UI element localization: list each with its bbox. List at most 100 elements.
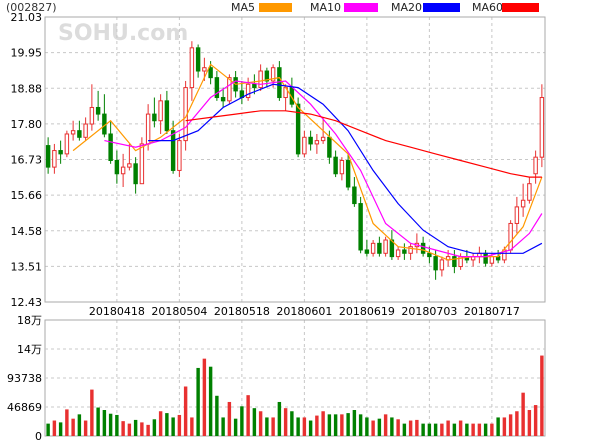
volume-bar-up <box>540 355 544 436</box>
price-tick-label: 21.03 <box>11 11 43 24</box>
ma-line-ma60 <box>185 110 542 178</box>
candle-down <box>358 203 363 251</box>
candle-up <box>245 83 251 99</box>
volume-bar-up <box>440 423 444 436</box>
ma-line-ma10 <box>104 80 543 258</box>
volume-tick-label: 0 <box>35 430 42 440</box>
candle-up <box>227 77 232 102</box>
price-tick-label: 13.51 <box>11 260 43 273</box>
ma-line-ma20 <box>148 83 543 254</box>
candle-up <box>383 239 388 254</box>
candle-up <box>202 67 207 72</box>
candle-down <box>58 150 63 155</box>
volume-bar-up <box>490 423 494 436</box>
candle-down <box>195 47 201 72</box>
volume-bar-down <box>265 417 269 436</box>
volume-bar-down <box>252 408 257 436</box>
volume-bar-up <box>227 401 232 436</box>
candle-up <box>177 140 182 171</box>
price-tick-label: 17.80 <box>11 118 43 131</box>
volume-bar-up <box>158 411 163 436</box>
candle-up <box>64 133 70 155</box>
candle-down <box>214 77 220 99</box>
date-tick-label: 20180504 <box>151 305 207 318</box>
price-tick-label: 14.58 <box>11 225 43 238</box>
volume-bar-down <box>171 417 175 436</box>
candle-up <box>83 123 88 138</box>
volume-bar-up <box>65 409 69 436</box>
volume-bar-up <box>458 420 463 436</box>
price-tick-label: 15.66 <box>11 189 43 202</box>
candle-down <box>264 70 270 82</box>
candle-up <box>120 166 126 175</box>
candle-up <box>158 100 163 122</box>
date-tick-label: 20180703 <box>401 305 457 318</box>
legend-ma60-swatch <box>502 3 539 12</box>
candle-up <box>302 136 307 155</box>
candle-down <box>164 100 170 132</box>
candle-down <box>95 106 101 115</box>
candle-up <box>127 163 132 168</box>
candle-up <box>514 206 520 224</box>
volume-tick-label: 18万 <box>17 314 42 327</box>
volume-bar-down <box>165 413 169 436</box>
volume-bar-up <box>83 420 88 436</box>
volume-bar-up <box>471 423 475 436</box>
volume-bar-down <box>327 414 332 436</box>
volume-bar-up <box>415 419 419 436</box>
candle-down <box>483 252 488 264</box>
candle-up <box>145 113 151 145</box>
date-tick-label: 20180717 <box>464 305 520 318</box>
legend-ma10-swatch <box>344 3 378 12</box>
volume-bar-down <box>483 423 488 436</box>
price-tick-label: 18.88 <box>11 82 43 95</box>
candle-up <box>89 106 95 125</box>
candle-down <box>402 249 407 254</box>
volume-bar-up <box>321 411 325 436</box>
candle-up <box>508 222 513 251</box>
volume-bar-up <box>183 386 188 436</box>
candle-down <box>352 186 357 205</box>
volume-bar-up <box>408 420 413 436</box>
volume-bar-up <box>315 415 319 436</box>
candle-down <box>45 145 51 168</box>
candle-down <box>277 67 282 99</box>
stock-code: (002827) <box>6 1 57 14</box>
candle-down <box>220 97 226 102</box>
volume-bar-down <box>96 407 100 436</box>
candle-down <box>308 136 313 145</box>
volume-bar-down <box>465 423 469 436</box>
volume-bar-down <box>77 414 82 436</box>
candle-down <box>420 242 426 254</box>
volume-bar-down <box>377 418 382 436</box>
legend-ma20-label: MA20 <box>391 1 423 14</box>
candle-down <box>133 163 138 185</box>
volume-bar-down <box>233 418 238 436</box>
volume-bar-up <box>190 417 194 436</box>
candle-down <box>333 156 338 175</box>
price-tick-label: 19.95 <box>11 47 43 60</box>
volume-bar-up <box>127 423 132 436</box>
legend-ma5-swatch <box>259 3 292 12</box>
volume-bar-down <box>221 417 225 436</box>
volume-bar-up <box>396 419 400 436</box>
date-tick-label: 20180418 <box>89 305 145 318</box>
volume-bar-up <box>383 414 388 436</box>
candle-down <box>295 103 301 155</box>
volume-bar-up <box>371 420 375 436</box>
volume-bar-up <box>477 423 482 436</box>
volume-bar-up <box>140 422 144 436</box>
candle-down <box>433 256 438 271</box>
volume-bar-down <box>358 414 363 436</box>
candle-up <box>270 67 276 82</box>
volume-bar-up <box>90 389 94 436</box>
legend-ma60-label: MA60 <box>472 1 504 14</box>
candle-up <box>189 47 195 89</box>
candle-down <box>427 252 432 258</box>
volume-bar-down <box>215 395 219 436</box>
volume-bar-up <box>202 358 207 436</box>
volume-bar-up <box>121 421 125 436</box>
volume-bar-down <box>115 414 119 436</box>
volume-bar-up <box>515 411 519 436</box>
candle-up <box>439 259 445 271</box>
